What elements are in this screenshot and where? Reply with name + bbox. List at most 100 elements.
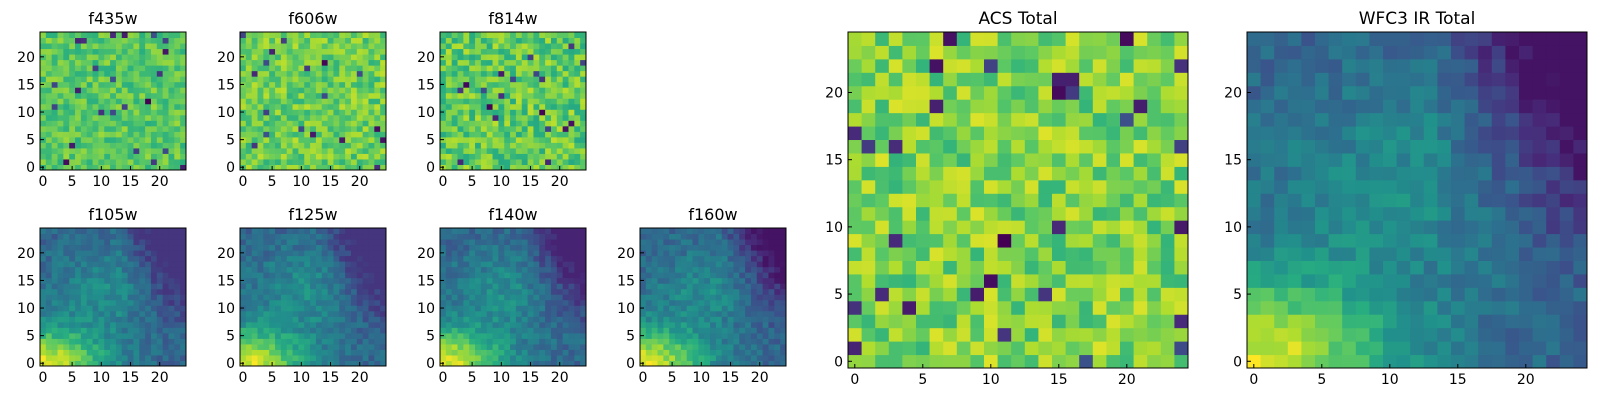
heatmap-cell	[498, 277, 505, 284]
heatmap-cell	[580, 87, 587, 94]
heatmap-cell	[457, 136, 464, 143]
heatmap-cell	[510, 70, 517, 77]
heatmap-cell	[680, 360, 688, 367]
heatmap-cell	[651, 321, 659, 328]
heatmap-cell	[368, 272, 375, 279]
heatmap-cell	[475, 87, 482, 94]
heatmap-cell	[651, 255, 659, 262]
heatmap-cell	[292, 76, 299, 83]
heatmap-cell	[110, 250, 117, 257]
heatmap-cell	[580, 59, 587, 66]
heatmap-cell	[686, 349, 694, 356]
heatmap-cell	[580, 81, 587, 88]
heatmap-cell	[321, 338, 329, 345]
heatmap-cell	[75, 48, 82, 55]
heatmap-cell	[104, 65, 111, 72]
heatmap-cell	[715, 321, 723, 328]
heatmap-cell	[710, 250, 717, 257]
heatmap-cell	[457, 48, 464, 55]
heatmap-cell	[492, 87, 499, 94]
heatmap-cell	[556, 266, 564, 273]
heatmap-cell	[127, 244, 134, 251]
heatmap-cell	[1065, 314, 1080, 329]
heatmap-cell	[568, 114, 575, 121]
heatmap-cell	[521, 164, 529, 171]
heatmap-cell	[321, 250, 329, 257]
heatmap-cell	[280, 244, 288, 251]
heatmap-cell	[315, 59, 323, 66]
heatmap-cell	[875, 233, 890, 248]
heatmap-cell	[445, 299, 453, 306]
heatmap-cell	[550, 299, 558, 306]
heatmap-cell	[457, 288, 464, 295]
heatmap-cell	[469, 114, 476, 121]
heatmap-cell	[104, 87, 111, 94]
heatmap-cell	[469, 103, 476, 110]
heatmap-cell	[57, 43, 64, 50]
heatmap-cell	[1174, 220, 1189, 235]
heatmap-cell	[727, 272, 734, 279]
heatmap-cell	[368, 109, 375, 116]
heatmap-cell	[286, 283, 294, 290]
heatmap-cell	[57, 288, 64, 295]
heatmap-cell	[110, 294, 117, 301]
heatmap-cell	[780, 288, 787, 295]
heatmap-cell	[257, 136, 264, 143]
heatmap-cell	[280, 164, 288, 171]
heatmap-cell	[240, 244, 247, 251]
heatmap-cell	[356, 136, 364, 143]
heatmap-cell	[168, 299, 175, 306]
heatmap-cell	[1011, 206, 1026, 221]
heatmap-cell	[504, 266, 511, 273]
heatmap-cell	[780, 233, 787, 240]
heatmap-cell	[133, 239, 140, 246]
heatmap-cell	[257, 131, 264, 138]
heatmap-cell	[251, 131, 259, 138]
heatmap-cell	[440, 343, 447, 350]
heatmap-cell	[139, 87, 146, 94]
heatmap-cell	[710, 349, 717, 356]
heatmap-cell	[333, 277, 340, 284]
heatmap-cell	[145, 288, 152, 295]
heatmap-cell	[669, 338, 676, 345]
heatmap-cell	[929, 206, 944, 221]
heatmap-cell	[970, 152, 985, 167]
heatmap-cell	[504, 354, 511, 361]
heatmap-cell	[1038, 220, 1053, 235]
heatmap-cell	[145, 266, 152, 273]
heatmap-cell	[550, 114, 558, 121]
heatmap-cell	[510, 277, 517, 284]
heatmap-cell	[875, 193, 890, 208]
heatmap-cell	[280, 153, 288, 160]
heatmap-cell	[269, 332, 276, 339]
heatmap-cell	[669, 316, 676, 323]
heatmap-cell	[1147, 139, 1162, 154]
heatmap-cell	[280, 81, 288, 88]
heatmap-cell	[251, 233, 259, 240]
heatmap-cell	[51, 338, 59, 345]
heatmap-cell	[286, 332, 294, 339]
heatmap-cell	[345, 92, 352, 99]
heatmap-cell	[445, 349, 453, 356]
heatmap-cell	[280, 70, 288, 77]
heatmap-cell	[333, 142, 340, 149]
heatmap-cell	[469, 272, 476, 279]
heatmap-cell	[86, 277, 94, 284]
heatmap-cell	[310, 120, 317, 127]
heatmap-cell	[515, 332, 523, 339]
heatmap-cell	[574, 98, 581, 105]
heatmap-cell	[504, 294, 511, 301]
heatmap-cell	[475, 65, 482, 72]
heatmap-cell	[733, 239, 740, 246]
heatmap-cell	[574, 76, 581, 83]
heatmap-cell	[310, 54, 317, 61]
heatmap-cell	[315, 43, 323, 50]
heatmap-cell	[521, 103, 529, 110]
heatmap-cell	[63, 65, 70, 72]
heatmap-cell	[692, 283, 699, 290]
heatmap-cell	[457, 81, 464, 88]
heatmap-cell	[350, 131, 358, 138]
heatmap-cell	[245, 98, 253, 105]
heatmap-cell	[669, 255, 676, 262]
